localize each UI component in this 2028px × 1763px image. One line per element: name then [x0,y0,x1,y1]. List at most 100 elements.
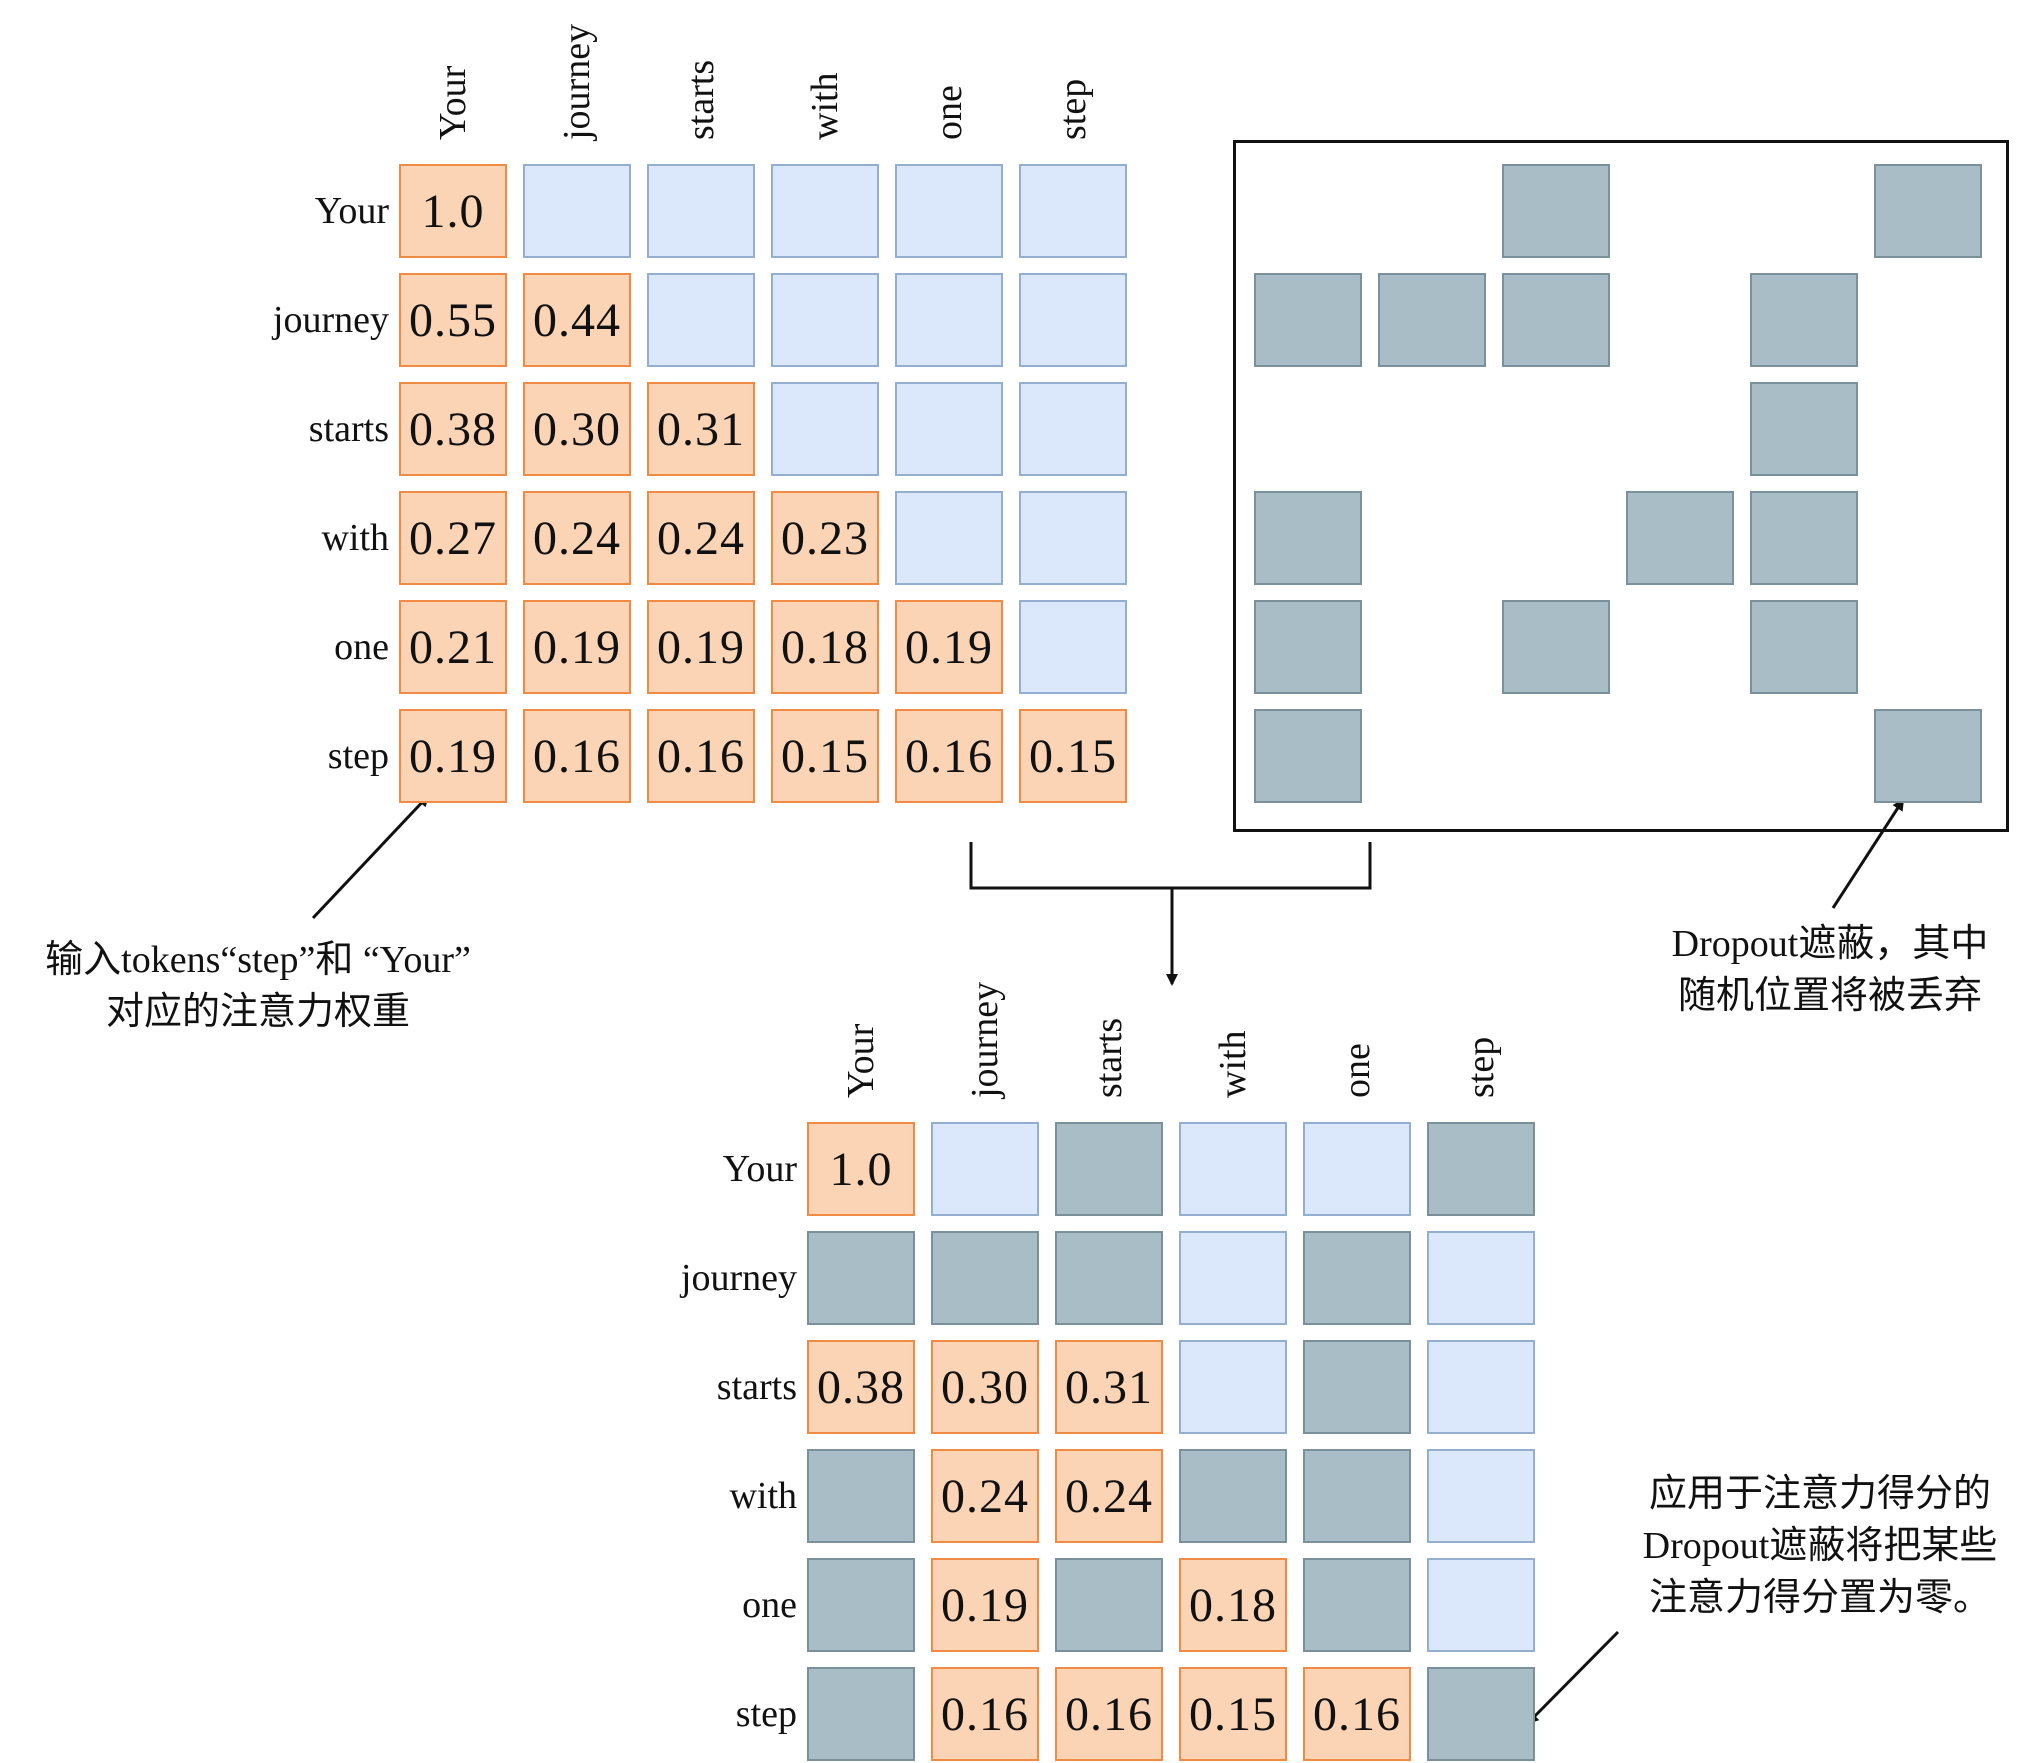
dropout-mask-cell [1378,273,1486,367]
empty-cell [895,382,1003,476]
empty-cell [895,491,1003,585]
weights-callout-arrow [311,794,430,920]
result-callout-arrow [1526,1630,1620,1725]
attention-weight-cell: 0.15 [1179,1667,1287,1761]
result-row-label: with [729,1475,797,1517]
attention-weight-cell: 0.31 [647,382,755,476]
attention-weight-cell: 0.19 [523,600,631,694]
dropout-mask-cell [1750,273,1858,367]
attention-weight-cell: 0.24 [647,491,755,585]
dropped-cell [1055,1231,1163,1325]
empty-cell [931,1122,1039,1216]
weights-row-label: step [327,735,389,777]
dropout-mask-cell [1750,491,1858,585]
empty-cell [1019,491,1127,585]
weights-row-label: starts [308,408,389,450]
result-column-label: starts [1088,1017,1130,1098]
weights-annotation-line-2: 对应的注意力权重 [105,991,410,1033]
weights-column-label: Your [432,65,474,140]
dropout-mask-cell [1750,382,1858,476]
weights-column-label: journey [556,23,598,140]
empty-cell [1019,600,1127,694]
attention-weight-cell: 0.55 [399,273,507,367]
attention-weight-cell: 0.19 [647,600,755,694]
empty-cell [1427,1231,1535,1325]
dropped-cell [1303,1231,1411,1325]
empty-cell [647,273,755,367]
empty-cell [771,273,879,367]
empty-cell [771,382,879,476]
result-annotation-line-2: Dropout遮蔽将把某些 [1642,1525,1998,1567]
attention-weight-cell: 0.16 [931,1667,1039,1761]
result-annotation-line-1: 应用于注意力得分的 [1648,1473,1991,1515]
attention-weight-cell: 0.38 [807,1340,915,1434]
attention-weight-cell: 0.24 [931,1449,1039,1543]
attention-weight-cell: 0.16 [895,709,1003,803]
attention-weight-cell: 0.18 [771,600,879,694]
attention-weight-cell: 0.16 [1303,1667,1411,1761]
dropped-cell [807,1558,915,1652]
empty-cell [647,164,755,258]
weights-column-label: with [804,72,846,140]
result-annotation: 应用于注意力得分的 Dropout遮蔽将把某些 注意力得分置为零。 [1620,1468,2020,1624]
attention-weight-cell: 0.30 [931,1340,1039,1434]
dropout-mask-matrix [1233,140,2009,832]
result-column-label: Your [840,1023,882,1098]
attention-weight-cell: 1.0 [399,164,507,258]
result-column-label: step [1460,1036,1502,1098]
attention-weight-cell: 0.16 [1055,1667,1163,1761]
empty-cell [1179,1231,1287,1325]
weights-annotation-line-1: 输入tokens“step”和 “Your” [45,939,471,981]
dropped-cell [1427,1667,1535,1761]
result-column-label: one [1336,1043,1378,1098]
dropout-mask-cell [1874,164,1982,258]
attention-weight-cell: 0.27 [399,491,507,585]
empty-cell [1019,164,1127,258]
mask-annotation-line-1: Dropout遮蔽，其中 [1671,923,1989,965]
weights-row-label: Your [314,190,389,232]
attention-weight-cell: 0.24 [523,491,631,585]
dropped-cell [1055,1558,1163,1652]
attention-weight-cell: 0.23 [771,491,879,585]
empty-cell [895,273,1003,367]
empty-cell [1179,1340,1287,1434]
empty-cell [771,164,879,258]
dropped-cell [807,1231,915,1325]
attention-weight-cell: 0.38 [399,382,507,476]
attention-weight-cell: 0.44 [523,273,631,367]
dropped-cell [1427,1122,1535,1216]
dropout-mask-cell [1254,600,1362,694]
result-row-label: step [735,1693,797,1735]
result-column-label: journey [964,981,1006,1098]
result-annotation-line-3: 注意力得分置为零。 [1648,1577,1991,1619]
weights-row-label: one [334,626,389,668]
dropped-cell [931,1231,1039,1325]
attention-weight-cell: 0.16 [523,709,631,803]
weights-column-label: one [928,85,970,140]
dropped-cell [1179,1449,1287,1543]
dropped-cell [1303,1558,1411,1652]
attention-weight-cell: 0.21 [399,600,507,694]
weights-column-label: step [1052,78,1094,140]
attention-weight-cell: 0.19 [931,1558,1039,1652]
attention-weight-cell: 0.18 [1179,1558,1287,1652]
attention-weight-cell: 1.0 [807,1122,915,1216]
dropped-cell [1055,1122,1163,1216]
dropped-cell [1303,1449,1411,1543]
dropout-mask-cell [1502,273,1610,367]
attention-weight-cell: 0.19 [895,600,1003,694]
empty-cell [1019,273,1127,367]
merge-bracket [969,842,1372,890]
mask-annotation: Dropout遮蔽，其中 随机位置将被丢弃 [1650,918,2010,1022]
result-column-label: with [1212,1030,1254,1098]
empty-cell [523,164,631,258]
attention-weight-cell: 0.15 [1019,709,1127,803]
attention-weight-cell: 0.24 [1055,1449,1163,1543]
attention-weight-cell: 0.16 [647,709,755,803]
weights-row-label: journey [272,299,389,341]
empty-cell [1019,382,1127,476]
attention-weight-cell: 0.19 [399,709,507,803]
result-row-label: one [742,1584,797,1626]
